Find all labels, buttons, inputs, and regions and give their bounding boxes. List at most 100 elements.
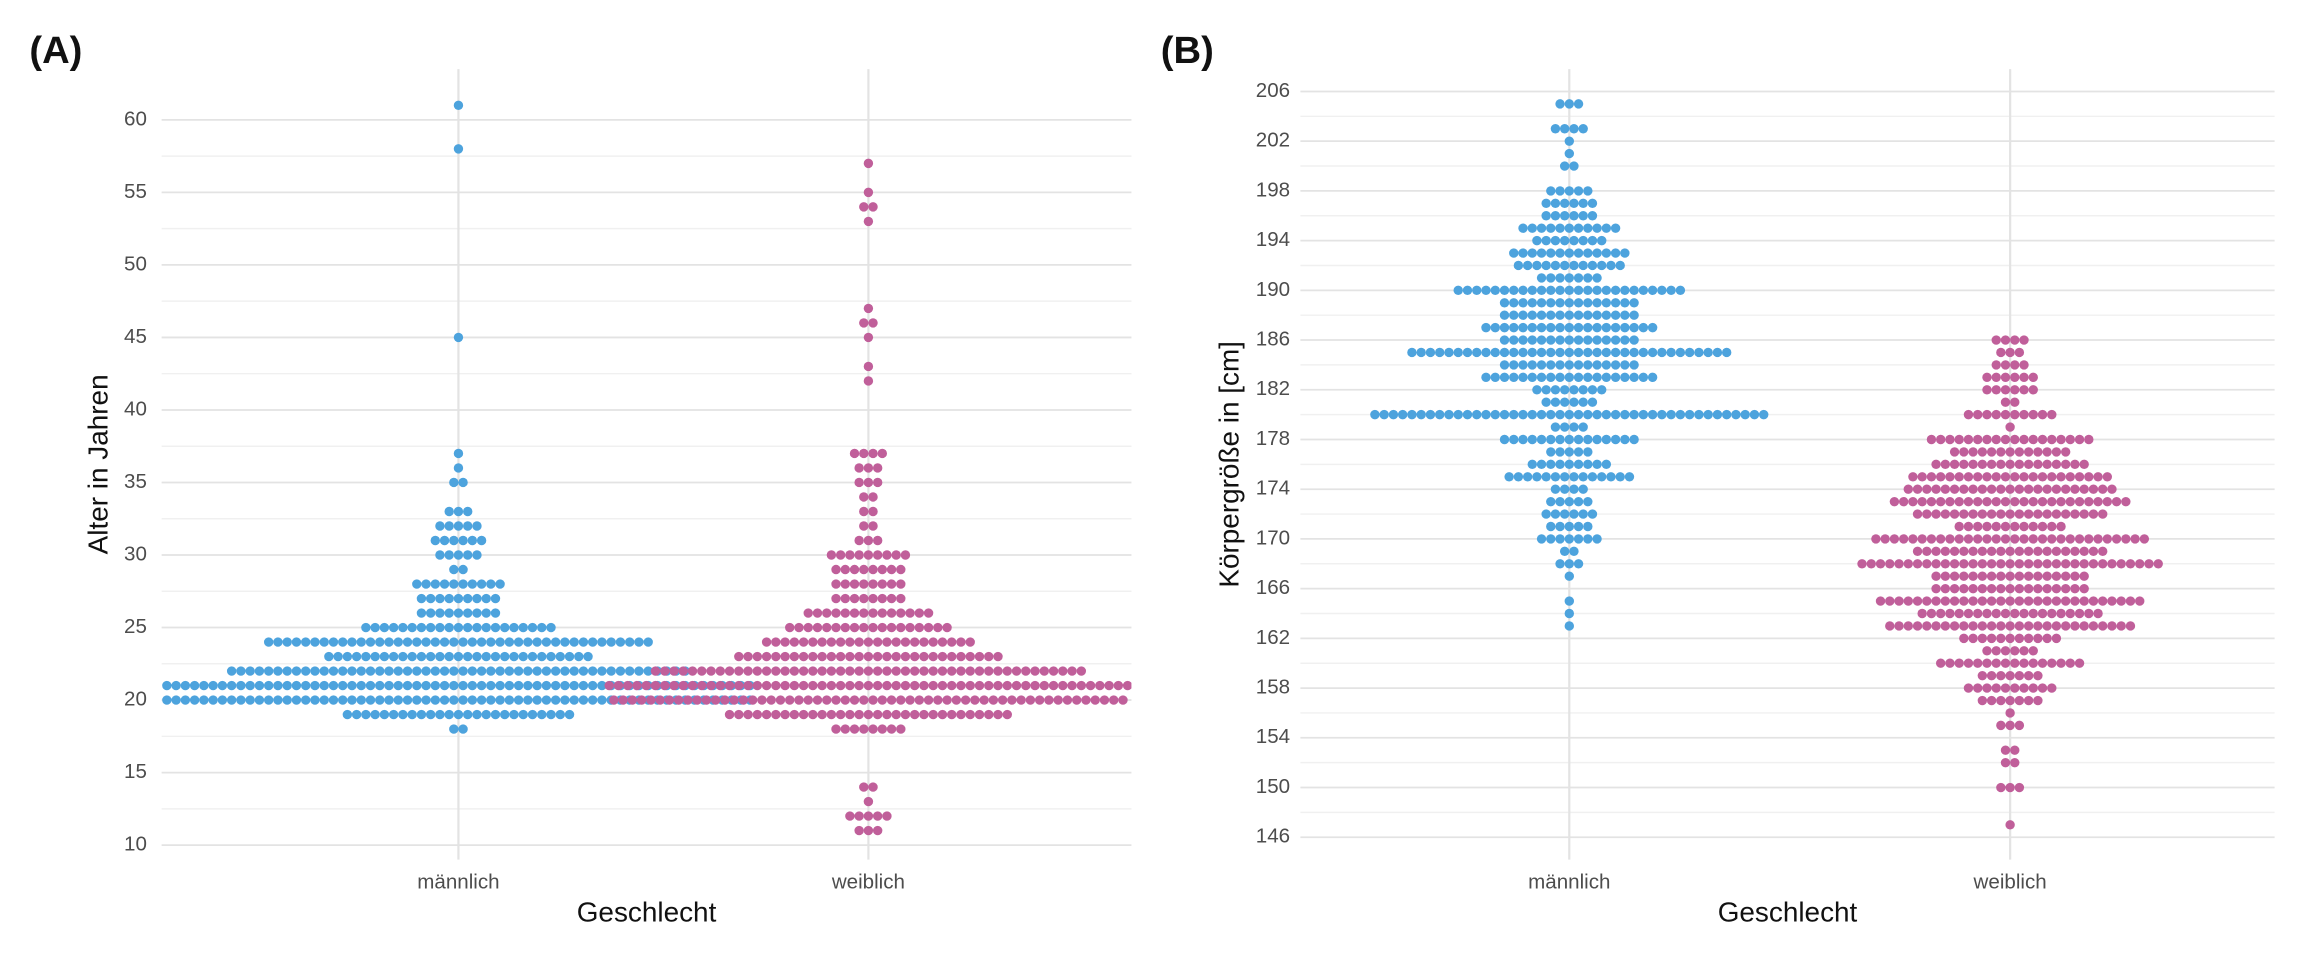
dot	[2047, 521, 2057, 532]
dot	[1675, 347, 1686, 358]
dot	[868, 492, 878, 502]
dot	[2019, 385, 2029, 395]
dot	[706, 666, 716, 676]
dot	[1977, 559, 1988, 569]
dot	[217, 680, 228, 691]
dot	[835, 550, 846, 560]
dot	[863, 550, 874, 560]
dot	[412, 680, 422, 691]
dot	[1509, 322, 1519, 333]
dot	[2037, 534, 2048, 544]
dot	[840, 579, 850, 589]
dot	[2056, 608, 2066, 619]
dot	[472, 709, 482, 720]
dot	[569, 666, 579, 676]
dot	[2102, 534, 2113, 544]
dot	[375, 680, 385, 691]
dot	[817, 666, 827, 676]
dot	[1573, 273, 1584, 283]
dot	[1931, 484, 1941, 494]
dot	[425, 651, 436, 662]
dot	[384, 680, 394, 691]
dot	[1536, 335, 1547, 345]
dot	[541, 695, 552, 705]
dot	[863, 811, 874, 821]
dot	[1592, 223, 1602, 233]
dot	[634, 666, 644, 676]
dot	[282, 695, 292, 705]
dot	[407, 622, 417, 633]
y-tick-label: 10	[124, 833, 147, 856]
dot	[1991, 496, 2001, 507]
dot	[1986, 596, 1997, 606]
dot	[872, 825, 883, 836]
dot	[896, 724, 906, 734]
dot	[2074, 608, 2085, 619]
dot	[2005, 695, 2015, 706]
dot	[1559, 161, 1570, 171]
dot	[625, 637, 635, 647]
dot	[1940, 546, 1951, 557]
dot	[1917, 472, 1927, 482]
dot	[835, 709, 846, 720]
dot	[1546, 447, 1556, 457]
dot	[808, 651, 818, 662]
y-tick-label: 174	[1256, 477, 1290, 500]
dot	[761, 651, 772, 662]
dot	[1030, 666, 1040, 676]
dot	[604, 680, 614, 691]
dot	[627, 695, 638, 705]
dot	[1996, 621, 2006, 631]
dot	[747, 695, 758, 705]
dot	[863, 825, 874, 836]
dot	[1559, 211, 1570, 221]
dot	[822, 608, 832, 618]
dot	[1569, 198, 1579, 209]
dot	[2028, 646, 2038, 656]
dot	[597, 680, 607, 691]
dot	[613, 680, 624, 691]
dot	[909, 709, 920, 720]
dot	[752, 709, 763, 720]
dot	[1407, 409, 1417, 420]
dot	[537, 709, 547, 720]
dot	[546, 651, 556, 662]
dot	[1620, 409, 1630, 420]
dot	[947, 680, 957, 691]
dot	[421, 695, 431, 705]
dot	[1425, 409, 1436, 420]
dot	[1546, 273, 1556, 283]
dot	[490, 593, 501, 604]
dot	[863, 796, 874, 807]
dot	[1945, 658, 1955, 668]
dot	[919, 680, 929, 691]
dot	[2005, 583, 2015, 594]
dot	[1606, 260, 1616, 271]
dot	[743, 680, 753, 691]
dot	[324, 651, 334, 662]
dot	[2093, 472, 2103, 482]
dot	[2121, 496, 2131, 507]
dot	[859, 593, 869, 604]
dot	[636, 695, 647, 705]
dot	[2037, 434, 2048, 445]
dot	[2042, 583, 2052, 594]
y-tick-label: 202	[1256, 129, 1290, 152]
dot	[180, 680, 191, 691]
dot	[1991, 608, 2001, 619]
dot	[854, 666, 864, 676]
dot	[1610, 298, 1621, 308]
dot	[988, 695, 999, 705]
dot	[2097, 596, 2108, 606]
dot	[1903, 484, 1913, 494]
dot	[919, 637, 929, 647]
dot	[933, 695, 943, 705]
dot	[761, 709, 772, 720]
dot	[984, 651, 994, 662]
dot	[1573, 409, 1584, 420]
dot	[1472, 409, 1482, 420]
dot	[1048, 680, 1059, 691]
dot	[500, 651, 510, 662]
dot	[1889, 496, 1900, 507]
dot	[1908, 534, 1918, 544]
